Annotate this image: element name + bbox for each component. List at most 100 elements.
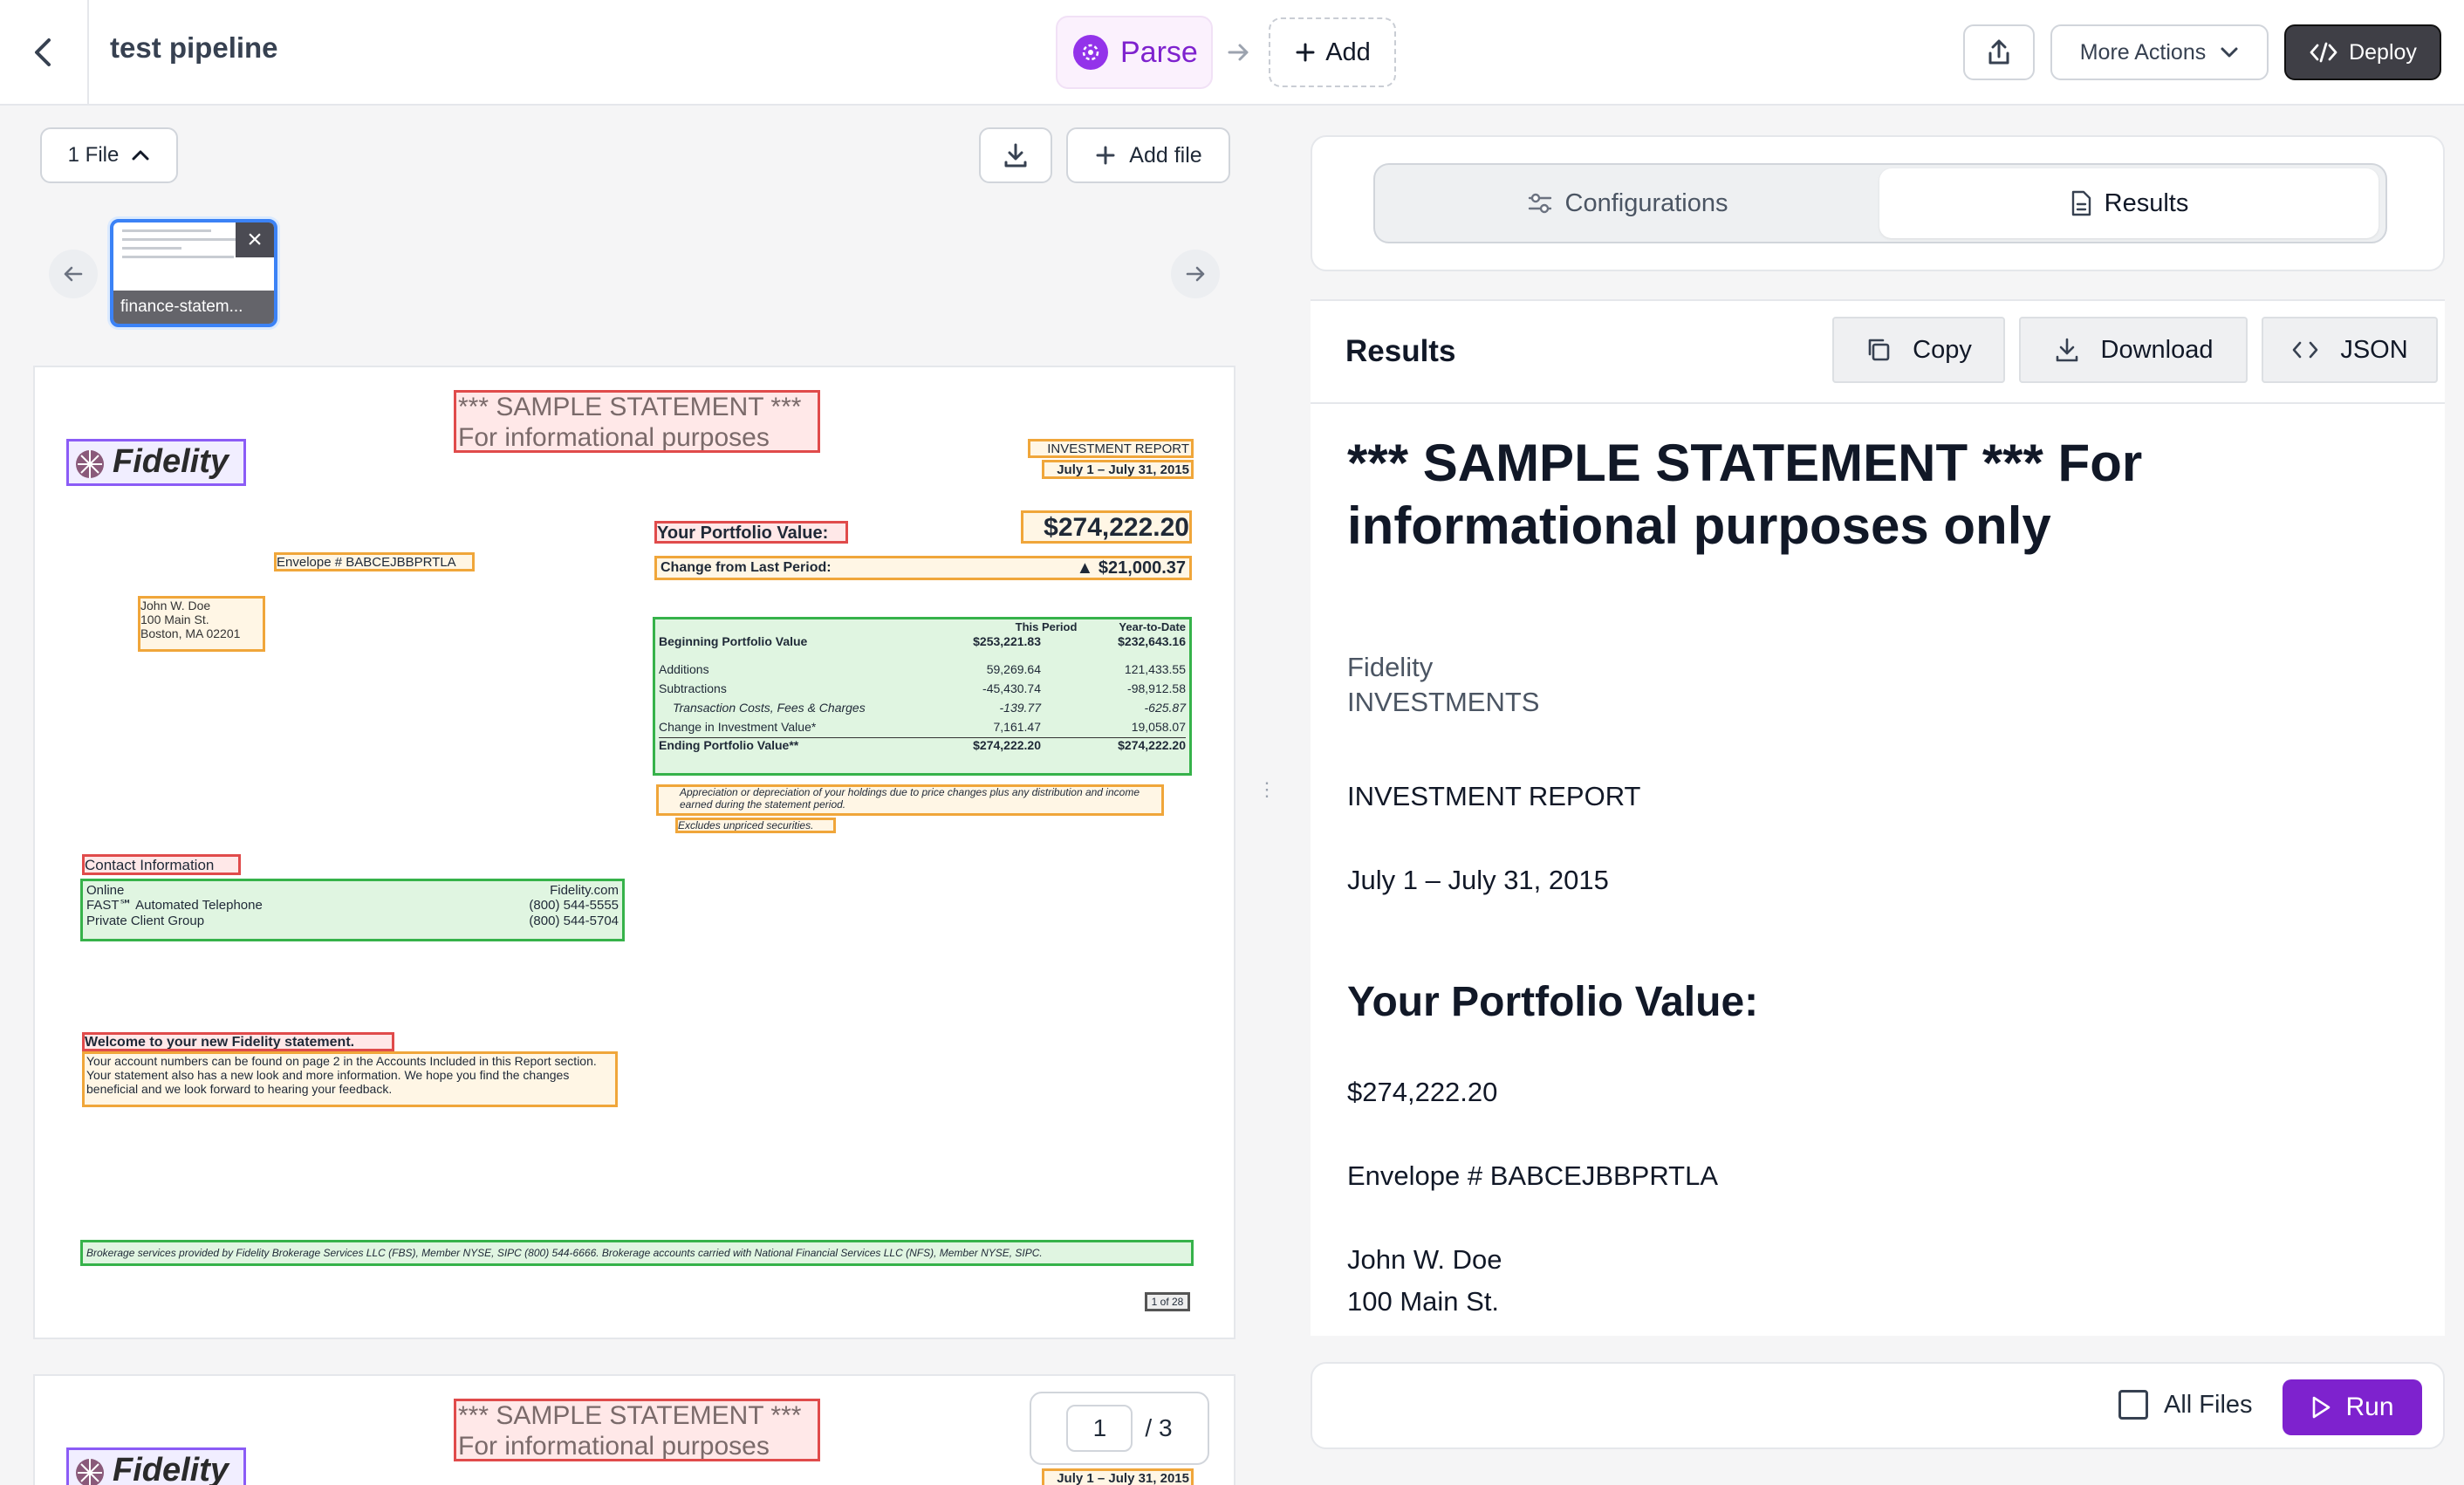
download-icon (1004, 143, 1027, 168)
download-results-button[interactable]: Download (2019, 317, 2248, 383)
parse-step-button[interactable]: Parse (1056, 16, 1213, 89)
period-text: July 1 – July 31, 2015 (1057, 1471, 1189, 1485)
contact-title-box[interactable]: Contact Information (82, 854, 241, 875)
all-files-label: All Files (2164, 1390, 2253, 1419)
table-cell: -139.77 (999, 701, 1041, 715)
pane-resize-handle[interactable]: ⋮ (1251, 106, 1276, 1485)
fidelity-logo-box[interactable]: Fidelity (66, 1447, 246, 1485)
table-cell: -625.87 (1144, 701, 1186, 715)
period-text: July 1 – July 31, 2015 (1057, 462, 1189, 477)
contact-cell: Private Client Group (86, 913, 205, 928)
footnote-1-box[interactable]: Appreciation or depreciation of your hol… (656, 784, 1164, 816)
plus-icon (1296, 43, 1315, 62)
change-box[interactable]: Change from Last Period: ▲ $21,000.37 (654, 556, 1192, 580)
change-value: ▲ $21,000.37 (1076, 558, 1186, 578)
files-toggle-button[interactable]: 1 File (40, 127, 178, 183)
page-navigator: 1 / 3 (1030, 1392, 1209, 1465)
arrow-right-icon (1228, 44, 1249, 61)
run-bar: All Files Run (1311, 1362, 2445, 1449)
table-cell: Beginning Portfolio Value (659, 633, 808, 648)
thumbnail-prev-button[interactable] (49, 250, 98, 298)
tab-configurations[interactable]: Configurations (1379, 168, 1876, 238)
portfolio-value: $274,222.20 (1044, 513, 1189, 542)
brokerage-disclaimer-box[interactable]: Brokerage services provided by Fidelity … (80, 1240, 1194, 1266)
all-files-option[interactable]: All Files (2118, 1390, 2253, 1420)
header-divider (87, 0, 89, 106)
more-actions-button[interactable]: More Actions (2050, 24, 2269, 80)
page-number-input[interactable]: 1 (1066, 1405, 1133, 1452)
results-header: Results Copy Download JSON (1311, 301, 2445, 404)
welcome-title-box[interactable]: Welcome to your new Fidelity statement. (82, 1032, 394, 1051)
investment-report-box[interactable]: INVESTMENT REPORT (1028, 439, 1194, 458)
md-heading-1: *** SAMPLE STATEMENT *** For information… (1347, 434, 2143, 555)
sample-title-box[interactable]: *** SAMPLE STATEMENT *** For information… (454, 1399, 820, 1461)
table-header: This Period (1015, 620, 1078, 633)
portfolio-value-box[interactable]: $274,222.20 (1021, 510, 1192, 544)
welcome-body-box[interactable]: Your account numbers can be found on pag… (82, 1051, 618, 1107)
contact-table[interactable]: Online Fidelity.com FAST℠ Automated Telep… (80, 879, 625, 941)
view-switch-card: Configurations Results (1311, 135, 2445, 271)
run-button[interactable]: Run (2283, 1379, 2422, 1435)
page-number-box[interactable]: 1 of 28 (1145, 1292, 1190, 1311)
chevron-up-icon (132, 150, 149, 161)
json-button[interactable]: JSON (2262, 317, 2438, 383)
share-button[interactable] (1963, 24, 2035, 80)
all-files-checkbox[interactable] (2118, 1390, 2148, 1420)
results-card: Results Copy Download JSON *** SAMPLE ST… (1311, 299, 2445, 1336)
tab-results[interactable]: Results (1879, 168, 2378, 238)
period-box[interactable]: July 1 – July 31, 2015 (1042, 460, 1194, 479)
plus-icon (1096, 146, 1115, 165)
fidelity-logo-icon (76, 1459, 104, 1485)
address-line: John W. Doe (140, 599, 211, 612)
sliders-icon (1528, 193, 1551, 214)
change-label: Change from Last Period: (660, 559, 832, 575)
contact-row: Online Fidelity.com (86, 883, 619, 898)
portfolio-summary-table[interactable]: This Period Year-to-Date Beginning Portf… (653, 617, 1192, 776)
table-cell: 19,058.07 (1131, 720, 1186, 735)
fidelity-logo-box[interactable]: Fidelity (66, 439, 246, 486)
table-row: Ending Portfolio Value** $274,222.20 $27… (659, 737, 1186, 752)
copy-button[interactable]: Copy (1832, 317, 2005, 383)
md-period: July 1 – July 31, 2015 (1347, 865, 1609, 895)
md-investments: INVESTMENTS (1347, 687, 1540, 717)
add-step-label: Add (1325, 38, 1371, 66)
envelope-box[interactable]: Envelope # BABCEJBBPRTLA (274, 552, 475, 571)
parse-label: Parse (1120, 35, 1198, 69)
table-cell: -45,430.74 (982, 681, 1041, 696)
share-icon (1988, 39, 2009, 65)
table-header: Year-to-Date (1119, 620, 1186, 633)
welcome-title: Welcome to your new Fidelity statement. (85, 1035, 355, 1050)
view-segmented-control: Configurations Results (1373, 163, 2387, 243)
deploy-button[interactable]: Deploy (2284, 24, 2441, 80)
investment-report-text: INVESTMENT REPORT (1047, 441, 1189, 456)
remove-file-button[interactable]: × (236, 222, 274, 257)
copy-label: Copy (1913, 335, 1972, 364)
fidelity-logo-icon (76, 450, 104, 478)
arrow-left-icon (64, 266, 83, 282)
portfolio-value-label-box[interactable]: Your Portfolio Value: (654, 521, 848, 544)
footnote-1: Appreciation or depreciation of your hol… (680, 786, 1140, 811)
contact-cell: Fidelity.com (550, 883, 619, 898)
table-cell: $253,221.83 (973, 633, 1041, 648)
file-thumbnail[interactable]: × finance-statem... (110, 219, 277, 327)
download-file-button[interactable] (979, 127, 1052, 183)
table-row: Additions 59,269.64 121,433.55 (659, 662, 1186, 676)
sample-title-box[interactable]: *** SAMPLE STATEMENT *** For information… (454, 390, 820, 453)
json-label: JSON (2340, 335, 2408, 364)
back-button[interactable] (19, 26, 68, 79)
code-icon (2293, 341, 2318, 359)
tab-results-label: Results (2104, 188, 2189, 217)
thumbnail-preview (122, 229, 270, 291)
add-step-button[interactable]: Add (1269, 17, 1396, 87)
table-cell: Ending Portfolio Value** (659, 738, 799, 753)
address-box[interactable]: John W. Doe 100 Main St. Boston, MA 0220… (138, 596, 265, 652)
table-row: Beginning Portfolio Value $253,221.83 $2… (659, 634, 1186, 648)
thumbnail-next-button[interactable] (1171, 250, 1220, 298)
add-file-button[interactable]: Add file (1066, 127, 1230, 183)
period-box[interactable]: July 1 – July 31, 2015 (1042, 1468, 1194, 1485)
parse-icon (1073, 35, 1108, 70)
table-row: Subtractions -45,430.74 -98,912.58 (659, 681, 1186, 695)
document-preview-pane: 1 File Add file × finance-statem... *** … (0, 106, 1251, 1485)
chevron-down-icon (2221, 47, 2238, 58)
footnote-2-box[interactable]: Excludes unpriced securities. (675, 818, 836, 833)
